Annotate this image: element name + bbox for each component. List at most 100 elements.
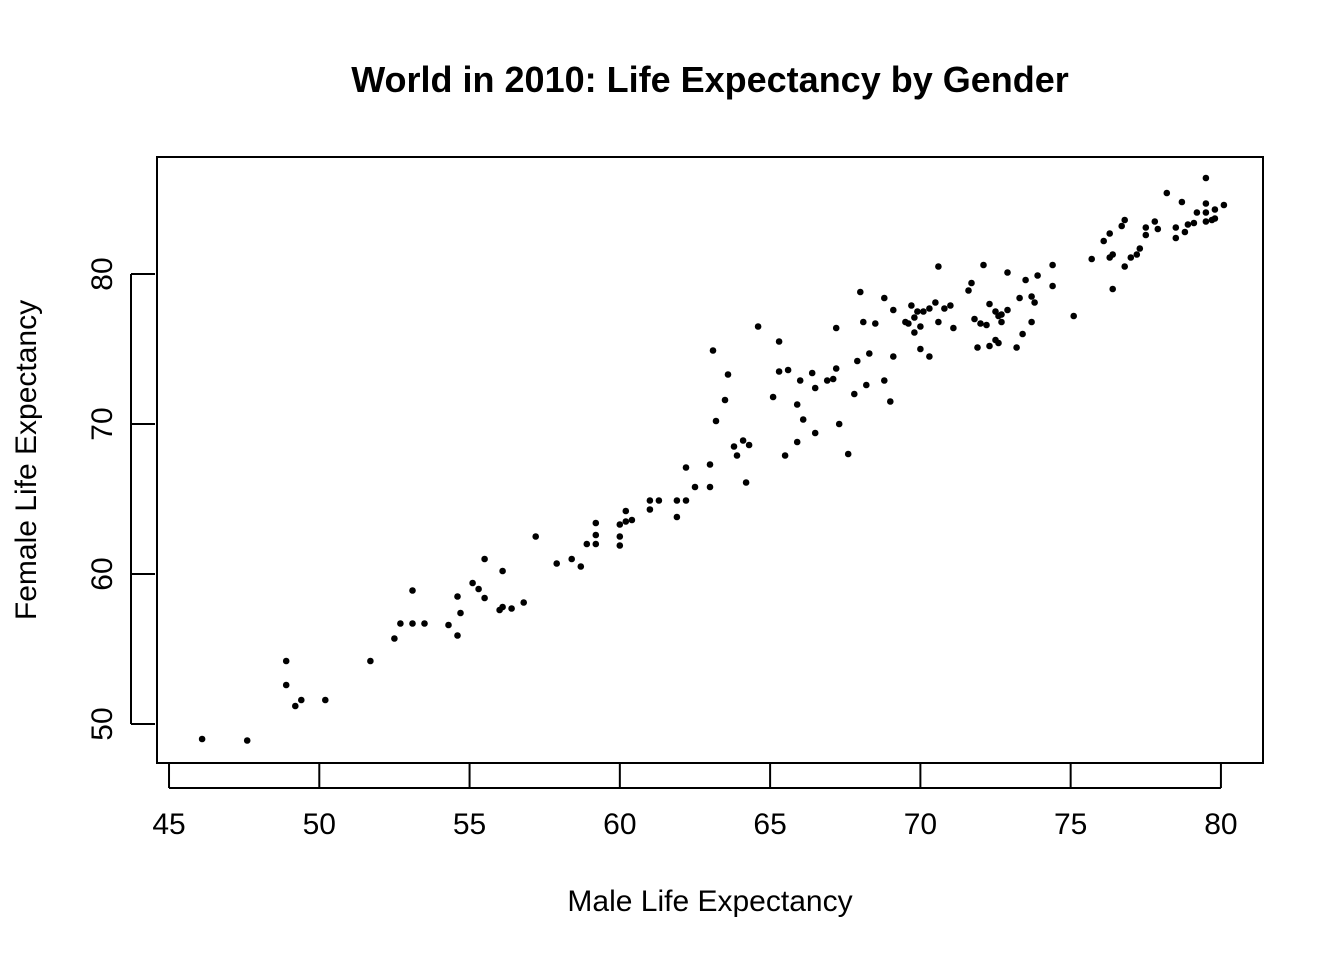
data-point: [532, 533, 539, 540]
data-point: [986, 342, 993, 350]
data-point: [857, 288, 864, 296]
data-point: [1031, 299, 1038, 306]
x-axis-label: Male Life Expectancy: [567, 885, 852, 918]
data-point: [1088, 255, 1095, 263]
data-point: [1211, 215, 1219, 222]
data-point: [950, 324, 957, 332]
data-point: [1142, 231, 1150, 239]
data-point: [646, 506, 654, 513]
data-point: [1127, 254, 1135, 261]
data-point: [712, 417, 720, 425]
data-point: [971, 315, 978, 323]
data-point: [1220, 201, 1228, 209]
data-point: [1004, 306, 1011, 314]
data-point: [829, 375, 837, 383]
data-point: [682, 497, 690, 504]
data-point: [890, 353, 897, 360]
data-point: [808, 369, 816, 377]
data-point: [1211, 206, 1219, 213]
data-point: [881, 294, 888, 302]
data-point: [784, 366, 792, 374]
y-tick-label: 50: [86, 707, 119, 740]
data-point: [1118, 222, 1125, 230]
data-point: [1172, 234, 1180, 242]
data-point: [616, 533, 624, 540]
y-tick-label: 80: [86, 257, 119, 290]
data-point: [198, 735, 206, 743]
data-point: [421, 620, 428, 627]
data-point: [499, 603, 506, 611]
data-point: [1178, 198, 1186, 206]
data-point: [1202, 200, 1210, 207]
data-point: [932, 299, 939, 306]
data-point: [799, 416, 807, 423]
plot-frame: [156, 156, 1264, 764]
data-point: [397, 620, 404, 627]
data-point: [445, 621, 452, 629]
y-tick-label: 60: [86, 557, 119, 590]
data-point: [1022, 276, 1029, 284]
data-point: [1016, 294, 1023, 302]
data-point: [592, 540, 600, 548]
data-point: [682, 464, 690, 471]
data-point: [243, 737, 251, 744]
data-point: [983, 321, 990, 329]
data-point: [616, 542, 624, 549]
data-point: [769, 393, 777, 401]
data-point: [1109, 251, 1116, 258]
data-point: [917, 323, 924, 330]
data-point: [835, 420, 843, 428]
data-point: [968, 279, 975, 287]
data-point: [935, 318, 942, 326]
data-point: [1121, 263, 1128, 270]
x-tick-label: 65: [753, 808, 786, 841]
data-point: [781, 452, 789, 459]
data-point: [1070, 312, 1077, 320]
data-point: [592, 519, 600, 527]
data-point: [754, 323, 762, 330]
data-point: [914, 308, 921, 315]
data-point: [721, 396, 729, 404]
data-point: [1202, 209, 1210, 216]
data-point: [1202, 218, 1210, 225]
data-point: [854, 357, 861, 365]
data-point: [673, 513, 681, 521]
data-point: [1049, 282, 1056, 290]
data-point: [391, 635, 398, 642]
data-point: [1193, 209, 1201, 216]
data-point: [553, 560, 560, 567]
data-point: [367, 657, 374, 665]
data-point: [872, 320, 879, 327]
data-point: [1136, 245, 1144, 252]
data-point: [832, 324, 840, 332]
data-point: [775, 338, 783, 345]
data-point: [409, 620, 416, 627]
data-point: [1019, 330, 1026, 338]
data-point: [706, 461, 714, 468]
data-point: [995, 339, 1002, 347]
data-point: [409, 587, 416, 594]
data-point: [986, 300, 993, 308]
data-point: [811, 384, 819, 392]
data-point: [1028, 293, 1035, 300]
data-point: [775, 368, 783, 375]
data-point: [905, 320, 912, 327]
data-point: [1151, 218, 1159, 225]
chart-title: World in 2010: Life Expectancy by Gender: [351, 59, 1069, 100]
data-point: [628, 516, 636, 524]
data-point: [793, 438, 801, 446]
x-tick-label: 60: [603, 808, 636, 841]
data-point: [980, 261, 987, 269]
data-point: [508, 605, 515, 612]
data-point: [974, 344, 981, 351]
data-point: [655, 497, 663, 504]
data-point: [911, 314, 918, 321]
data-point: [860, 318, 867, 326]
data-point: [911, 329, 918, 336]
data-point: [520, 599, 527, 606]
data-point: [917, 345, 924, 353]
y-axis-label: Female Life Expectancy: [10, 300, 43, 620]
data-point: [947, 302, 954, 309]
data-point: [1028, 318, 1035, 326]
